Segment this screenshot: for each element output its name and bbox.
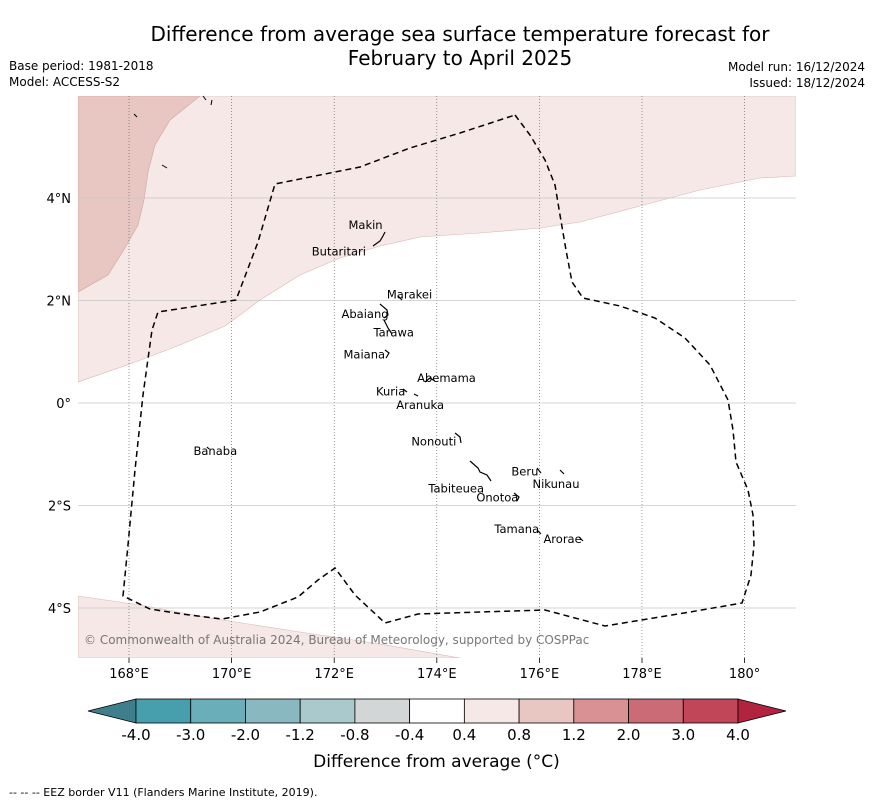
island-label-banaba: Banaba	[194, 444, 238, 458]
island-label-abaiang: Abaiang	[342, 307, 389, 321]
colorbar-swatch	[628, 698, 684, 724]
lon-label: 170°E	[212, 667, 252, 682]
island-shape	[536, 467, 565, 475]
island-label-aranuka: Aranuka	[396, 398, 444, 412]
island-shape	[513, 492, 520, 502]
run-info: Model run: 16/12/2024 Issued: 18/12/2024	[728, 59, 865, 91]
lon-label: 168°E	[109, 667, 149, 682]
title-line-1: Difference from average sea surface temp…	[150, 22, 770, 46]
eez-footnote: -- -- -- EEZ border V11 (Flanders Marine…	[9, 786, 318, 799]
lon-label: 178°E	[622, 667, 662, 682]
lat-label: 4°N	[47, 192, 72, 207]
colorbar-tick: 0.8	[507, 726, 532, 744]
island-label-beru: Beru	[511, 465, 538, 479]
colorbar-tick: -0.4	[394, 726, 425, 744]
island-shape	[206, 446, 210, 450]
colorbar-swatch	[573, 698, 629, 724]
island-label-abemama: Abemama	[417, 371, 476, 385]
island-label-nonouti: Nonouti	[411, 434, 456, 448]
map-title: Difference from average sea surface temp…	[100, 22, 820, 70]
model-info: Base period: 1981-2018 Model: ACCESS-S2	[9, 58, 154, 90]
island-shape	[402, 388, 419, 397]
island-shape	[424, 377, 436, 383]
colorbar-swatch	[299, 698, 356, 724]
eez-border	[122, 114, 755, 627]
colorbar-tick: -1.2	[285, 726, 315, 744]
island-shape	[372, 231, 386, 247]
island-label-onotoa: Onotoa	[476, 490, 518, 504]
island-shape	[383, 319, 393, 335]
colorbar-tick: 3.0	[671, 726, 696, 744]
colorbar-extend-low	[87, 698, 137, 724]
colorbar-swatch	[463, 698, 520, 724]
model-run: Model run: 16/12/2024	[727, 60, 865, 74]
island-label-tabiteuea: Tabiteuea	[427, 482, 484, 496]
lat-label: 2°N	[47, 295, 72, 310]
island-shape	[379, 303, 389, 319]
island-label-butaritari: Butaritari	[312, 244, 366, 258]
colorbar-extend-high	[737, 698, 787, 724]
island-label-maiana: Maiana	[344, 347, 386, 361]
colorbar	[87, 698, 787, 724]
colorbar-tick: 0.4	[452, 726, 477, 744]
island-shape	[397, 295, 403, 301]
colorbar-tick: 4.0	[726, 726, 750, 744]
colorbar-tick: 1.2	[561, 726, 586, 744]
colorbar-tick: -2.0	[230, 726, 261, 744]
colorbar-swatch	[245, 698, 301, 724]
island-shape	[454, 432, 462, 444]
island-shape	[133, 95, 213, 169]
colorbar-tick: -4.0	[121, 726, 151, 744]
island-label-tarawa: Tarawa	[373, 325, 414, 339]
island-label-kuria: Kuria	[376, 385, 405, 399]
anomaly-band-0.8-1.2	[78, 96, 201, 293]
island-labels: Makin Butaritari Marakei Abaiang Tarawa Maian…	[194, 218, 582, 546]
island-shape	[469, 460, 492, 482]
island-label-arorae: Arorae	[543, 532, 581, 546]
colorbar-swatch	[190, 698, 246, 724]
copyright-text: © Commonwealth of Australia 2024, Bureau…	[84, 633, 589, 647]
colorbar-swatch	[135, 698, 192, 724]
anomaly-band-0.4-0.8-north	[78, 96, 796, 383]
lat-label: 4°S	[48, 602, 71, 617]
graticule: 168°E 170°E 172°E 174°E 176°E 178°E 180° 4°N 2°N…	[47, 96, 796, 682]
anomaly-band-0.4-0.8-south	[78, 595, 461, 658]
lon-label: 180°	[729, 667, 760, 682]
islands	[133, 95, 584, 542]
colorbar-swatch	[409, 698, 465, 724]
model-name: Model: ACCESS-S2	[9, 75, 121, 89]
colorbar-tick: 2.0	[616, 726, 641, 744]
lon-label: 172°E	[314, 667, 354, 682]
colorbar-swatch	[354, 698, 411, 724]
colorbar-label: Difference from average (°C)	[313, 752, 560, 772]
island-label-tamana: Tamana	[493, 522, 539, 536]
colorbar-swatch	[518, 698, 575, 724]
base-period: Base period: 1981-2018	[9, 59, 154, 73]
colorbar-swatch	[682, 698, 739, 724]
lon-label: 176°E	[520, 667, 560, 682]
lat-label: 0°	[56, 397, 71, 412]
lat-label: 2°S	[48, 500, 71, 515]
colorbar-tick-labels: -4.0 -3.0 -2.0 -1.2 -0.8 -0.4 0.4 0.8 1.2 2.0 3.0 4…	[0, 726, 873, 746]
title-line-2: February to April 2025	[347, 46, 573, 70]
lon-label: 174°E	[417, 667, 457, 682]
island-label-marakei: Marakei	[387, 288, 432, 302]
island-shape	[536, 529, 584, 542]
island-shape	[384, 349, 390, 359]
colorbar-tick: -3.0	[176, 726, 206, 744]
issued-date: Issued: 18/12/2024	[749, 76, 865, 90]
island-label-makin: Makin	[348, 218, 382, 232]
colorbar-tick: -0.8	[340, 726, 370, 744]
island-label-nikunau: Nikunau	[532, 477, 579, 491]
